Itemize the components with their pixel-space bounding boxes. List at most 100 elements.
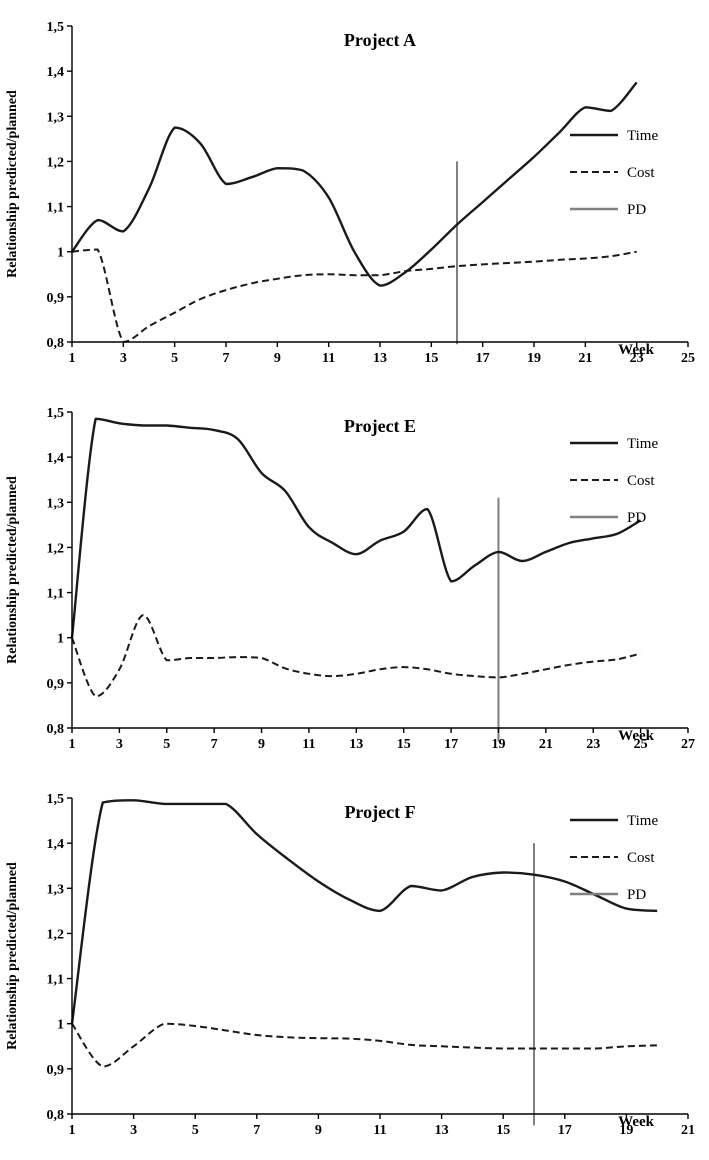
y-tick-label: 1,1 (47, 973, 65, 988)
y-axis-label: Relationship predicted/planned (5, 90, 20, 278)
x-tick-label: 3 (130, 1123, 137, 1138)
x-tick-label: 25 (634, 737, 648, 752)
chart-title: Project E (344, 416, 416, 436)
y-tick-label: 1,5 (47, 406, 65, 421)
x-tick-label: 5 (192, 1123, 199, 1138)
x-tick-label: 9 (274, 351, 281, 366)
chart-title: Project A (344, 30, 416, 50)
x-tick-label: 15 (397, 737, 411, 752)
x-tick-labels: 1 3 5 7 9 11 13 15 17 19 21 23 25 27 (69, 728, 695, 752)
x-tick-label: 11 (322, 351, 335, 366)
y-tick-label: 1,3 (47, 110, 65, 125)
y-tick-label: 1 (57, 632, 64, 647)
chart-canvas: 0,80,911,11,21,31,41,51 3 5 7 9 11 13 15 17 19 21 2… (5, 20, 695, 366)
x-axis-label: Week (618, 342, 654, 358)
x-tick-label: 9 (315, 1123, 322, 1138)
x-tick-label: 17 (444, 737, 458, 752)
x-tick-labels: 1 3 5 7 9 11 13 15 17 19 21 (69, 1114, 695, 1138)
legend-label: Time (627, 813, 658, 829)
y-axis-label: Relationship predicted/planned (5, 862, 20, 1050)
cost-series-line (71, 248, 637, 343)
y-tick-label: 1,2 (47, 155, 65, 170)
x-tick-label: 21 (578, 351, 592, 366)
legend-item-cost: Cost (570, 473, 655, 489)
y-tick-label: 1 (57, 246, 64, 261)
y-axis-label: Relationship predicted/planned (5, 476, 20, 664)
y-tick-label: 1,2 (47, 541, 65, 556)
x-tick-label: 1 (69, 1123, 76, 1138)
x-axis-label: Week (618, 1114, 654, 1130)
legend: Time Cost PD (570, 436, 658, 526)
y-tick-label: 0,9 (47, 677, 65, 692)
legend-label: PD (627, 510, 646, 526)
x-tick-label: 7 (211, 737, 218, 752)
x-tick-label: 13 (373, 351, 387, 366)
legend-label: PD (627, 202, 646, 218)
project-a-chart: 0,8 0,9 1 1,1 1,2 1,3 1,4 1,5 1 3 5 7 9 11 13 15 17 19 21 2… (0, 0, 709, 386)
x-tick-label: 5 (171, 351, 178, 366)
y-tick-label: 1,4 (47, 837, 65, 852)
legend: Time Cost PD (570, 128, 658, 218)
x-tick-label: 11 (373, 1123, 386, 1138)
legend-label: PD (627, 887, 646, 903)
x-tick-label: 7 (253, 1123, 260, 1138)
x-tick-label: 15 (424, 351, 438, 366)
y-tick-label: 1 (57, 1018, 64, 1033)
x-tick-label: 21 (539, 737, 553, 752)
x-tick-label: 19 (491, 737, 505, 752)
legend: Time Cost PD (570, 813, 658, 903)
x-tick-label: 1 (69, 737, 76, 752)
x-tick-label: 17 (558, 1123, 572, 1138)
chart-canvas: 0,80,911,11,21,31,41,51 3 5 7 9 11 13 15 17 19 21W… (5, 792, 695, 1138)
y-tick-label: 1,5 (47, 20, 65, 35)
x-tick-label: 21 (681, 1123, 695, 1138)
y-tick-label: 0,8 (47, 722, 65, 737)
y-tick-label: 0,9 (47, 291, 65, 306)
cost-series-line (71, 1022, 658, 1068)
x-tick-label: 25 (681, 351, 695, 366)
x-tick-label: 9 (258, 737, 265, 752)
y-tick-label: 1,4 (47, 451, 65, 466)
y-tick-label: 1,4 (47, 65, 65, 80)
y-tick-label: 1,1 (47, 587, 65, 602)
legend-item-cost: Cost (570, 165, 655, 181)
cost-series-line (71, 614, 641, 698)
x-tick-label: 13 (435, 1123, 449, 1138)
y-tick-label: 1,1 (47, 201, 65, 216)
project-e-chart: 0,8 0,9 1 1,1 1,2 1,3 1,4 1,5 1 3 5 7 9 11 13 15 17 19 21 2… (0, 386, 709, 772)
legend-item-pd: PD (570, 887, 646, 903)
x-tick-label: 1 (69, 351, 76, 366)
legend-label: Cost (627, 850, 655, 866)
chart-title: Project F (344, 802, 415, 822)
x-tick-label: 3 (116, 737, 123, 752)
y-tick-label: 1,3 (47, 496, 65, 511)
y-tick-label: 1,3 (47, 882, 65, 897)
legend-item-time: Time (570, 128, 658, 144)
legend-item-pd: PD (570, 510, 646, 526)
x-axis-label: Week (618, 728, 654, 744)
legend-item-cost: Cost (570, 850, 655, 866)
legend-label: Time (627, 128, 658, 144)
time-series-line (70, 417, 642, 638)
x-tick-label: 19 (527, 351, 541, 366)
y-tick-labels: 0,8 0,9 1 1,1 1,2 1,3 1,4 1,5 (47, 792, 72, 1123)
y-tick-label: 0,8 (47, 336, 65, 351)
x-tick-label: 17 (476, 351, 490, 366)
legend-label: Time (627, 436, 658, 452)
time-series-line (70, 799, 658, 1024)
y-tick-label: 1,5 (47, 792, 65, 807)
legend-item-time: Time (570, 436, 658, 452)
x-tick-label: 7 (223, 351, 230, 366)
x-tick-labels: 1 3 5 7 9 11 13 15 17 19 21 23 25 (69, 342, 695, 366)
legend-label: Cost (627, 165, 655, 181)
x-tick-label: 15 (496, 1123, 510, 1138)
x-tick-label: 23 (586, 737, 600, 752)
x-tick-label: 3 (120, 351, 127, 366)
y-tick-labels: 0,8 0,9 1 1,1 1,2 1,3 1,4 1,5 (47, 20, 72, 351)
time-series-line (71, 81, 638, 287)
legend-item-pd: PD (570, 202, 646, 218)
x-tick-label: 13 (349, 737, 363, 752)
y-tick-label: 0,9 (47, 1063, 65, 1078)
chart-canvas: 0,80,911,11,21,31,41,51 3 5 7 9 11 13 15 17 19 21 2… (5, 406, 695, 752)
